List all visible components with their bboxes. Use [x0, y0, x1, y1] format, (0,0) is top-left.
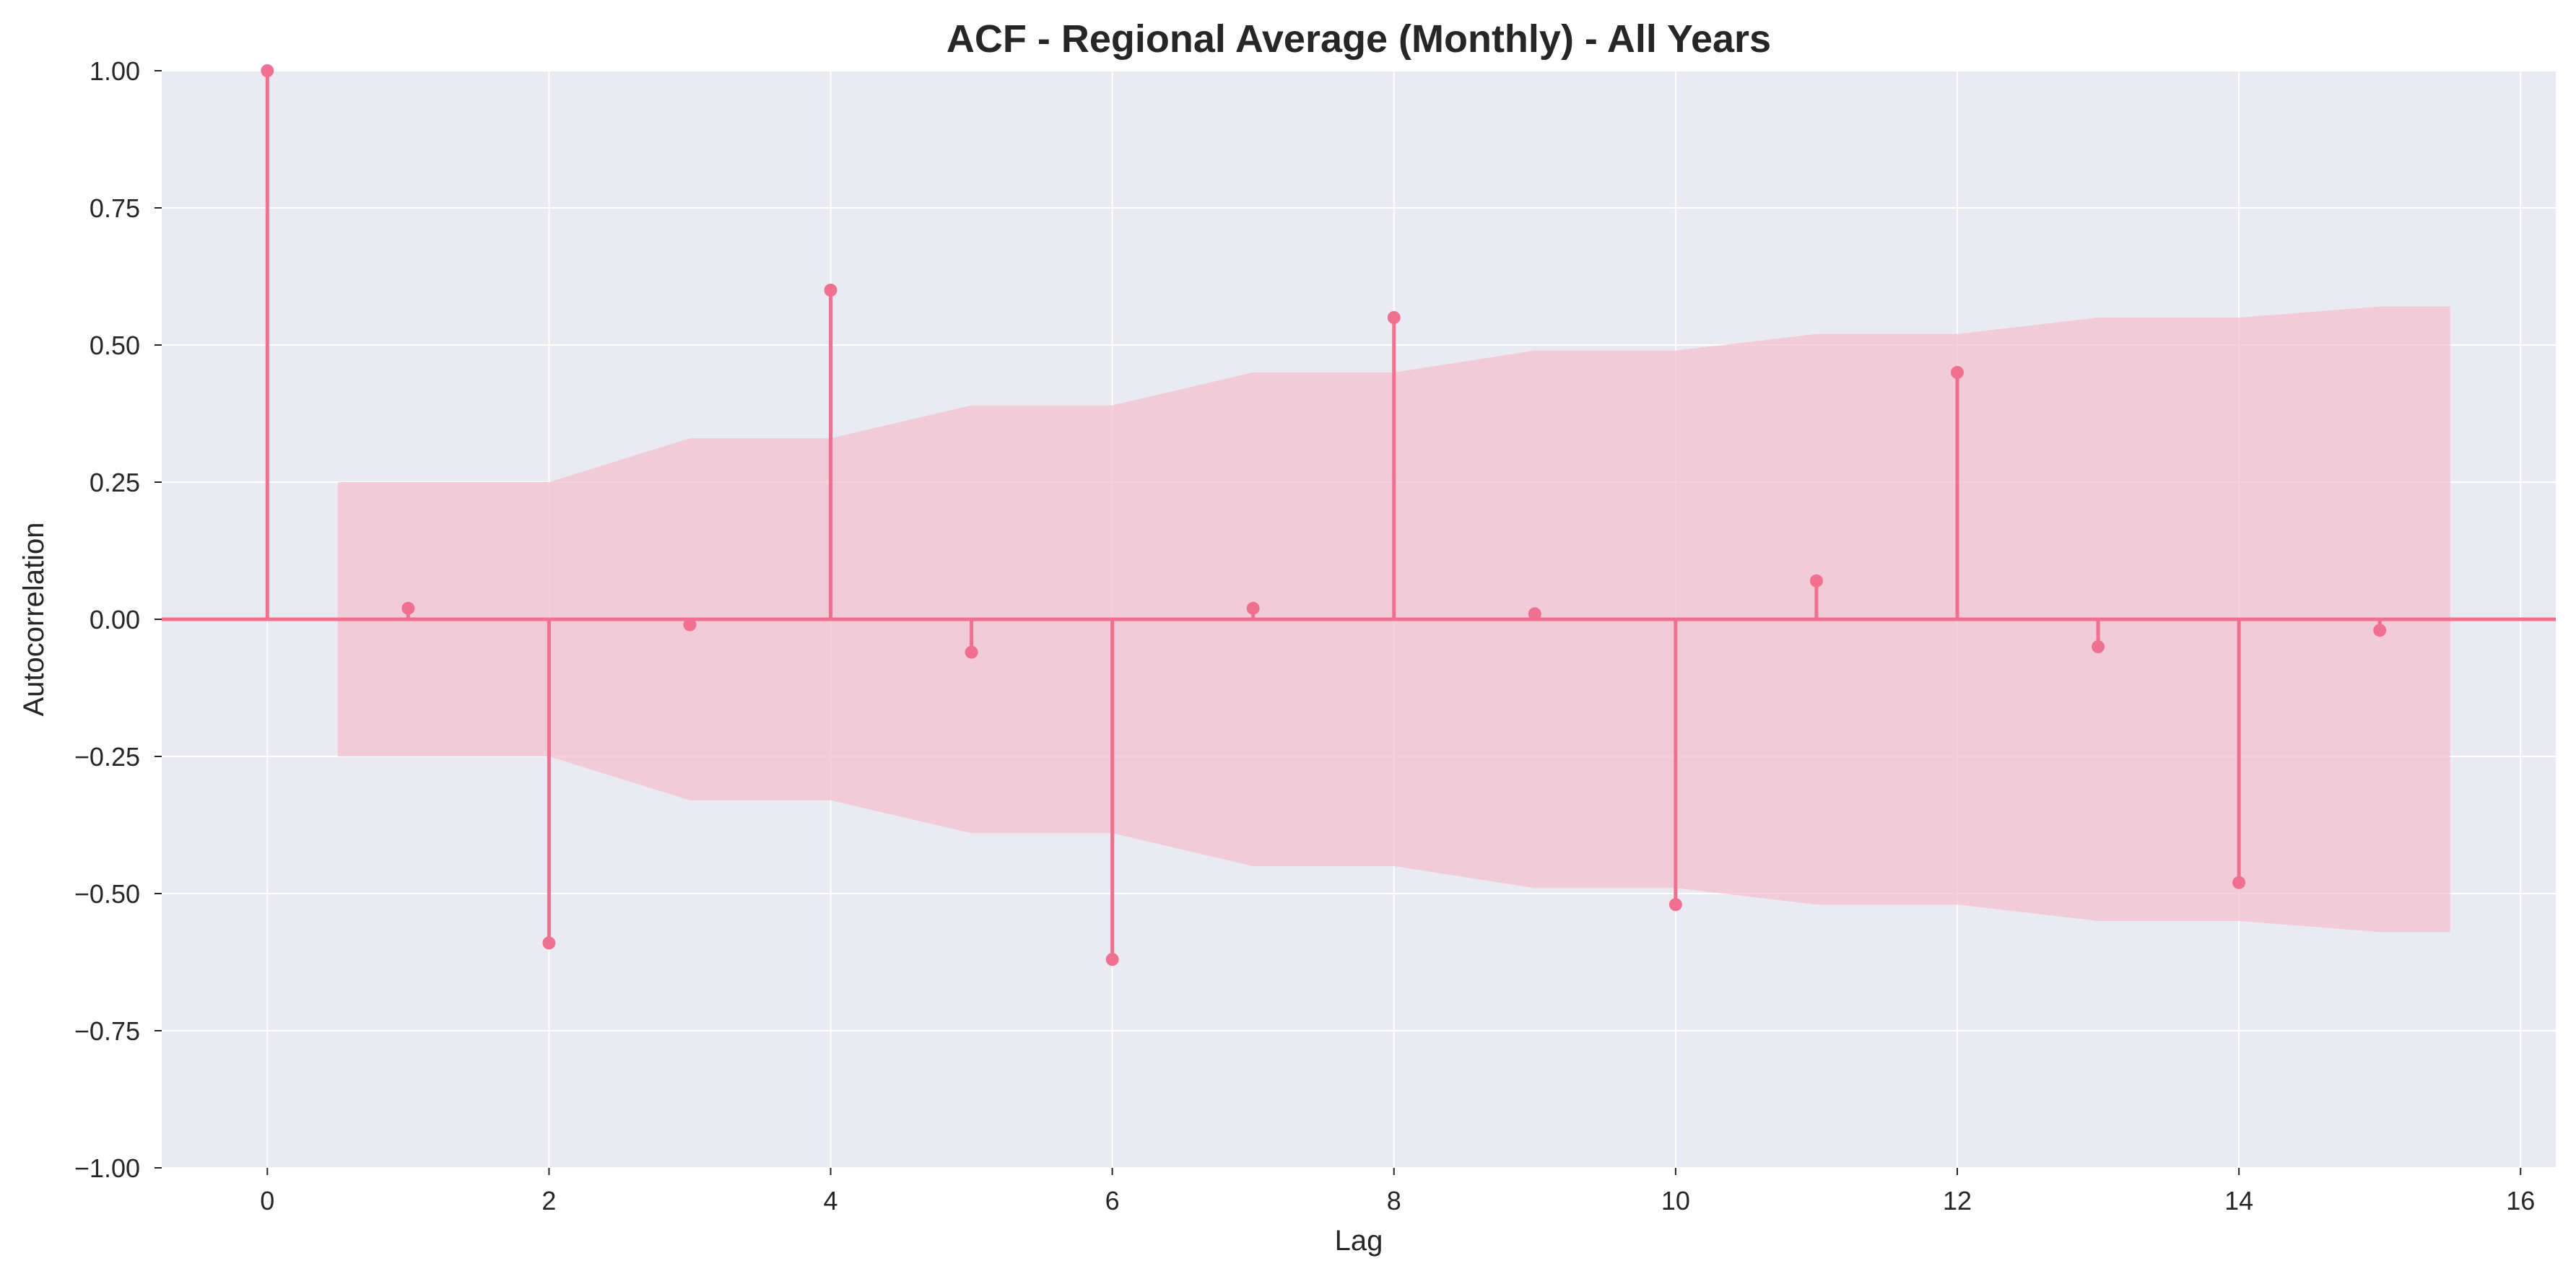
acf-point: [2092, 640, 2105, 653]
y-tick-label: −0.75: [74, 1016, 140, 1046]
x-tick-label: 6: [1105, 1186, 1120, 1215]
x-axis-label: Lag: [1335, 1225, 1383, 1257]
y-tick-label: 0.00: [90, 605, 140, 634]
acf-stems: [162, 64, 2556, 966]
acf-point: [1951, 366, 1964, 379]
x-tick-label: 2: [541, 1186, 556, 1215]
acf-point: [1809, 574, 1823, 588]
acf-point: [1668, 898, 1682, 912]
y-tick-label: 0.75: [90, 193, 140, 223]
acf-point: [542, 936, 556, 950]
x-tick-label: 10: [1661, 1186, 1690, 1215]
y-tick-label: 0.25: [90, 468, 140, 497]
x-tick-label: 4: [824, 1186, 838, 1215]
acf-point: [2232, 876, 2246, 889]
x-tick-label: 16: [2506, 1186, 2535, 1215]
y-tick-label: 1.00: [90, 56, 140, 86]
acf-point: [261, 64, 274, 77]
acf-point: [2373, 624, 2387, 637]
y-tick-label: 0.50: [90, 331, 140, 360]
x-tick-label: 14: [2224, 1186, 2253, 1215]
acf-point: [965, 645, 978, 659]
x-tick-label: 0: [260, 1186, 274, 1215]
y-tick-label: −0.50: [74, 879, 140, 909]
acf-point: [1246, 601, 1260, 615]
acf-point: [1528, 607, 1541, 621]
acf-point: [683, 618, 697, 632]
acf-point: [1387, 311, 1401, 324]
chart-title: ACF - Regional Average (Monthly) - All Y…: [947, 17, 1771, 61]
x-tick-label: 12: [1943, 1186, 1972, 1215]
y-axis-label: Autocorrelation: [18, 522, 50, 716]
x-tick-label: 8: [1387, 1186, 1401, 1215]
y-axis-ticks: 1.00 0.75 0.50 0.25 0.00 −0.25 −0.50 −0.75 −1.00: [74, 56, 162, 1183]
x-axis-ticks: 0 2 4 6 8 10 12 14 16: [260, 1168, 2535, 1215]
acf-point: [401, 601, 415, 615]
y-tick-label: −0.25: [74, 742, 140, 772]
y-tick-label: −1.00: [74, 1153, 140, 1183]
acf-point: [1105, 953, 1119, 966]
acf-point: [824, 284, 837, 297]
